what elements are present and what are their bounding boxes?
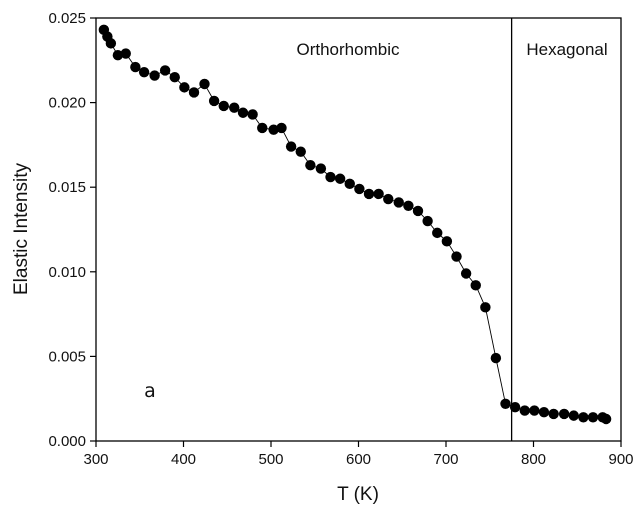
data-point bbox=[130, 61, 141, 73]
x-tick-label: 600 bbox=[346, 451, 371, 468]
data-point bbox=[451, 251, 462, 262]
data-point bbox=[529, 405, 540, 416]
data-point bbox=[179, 82, 190, 93]
panel-label: a bbox=[144, 380, 156, 402]
data-point bbox=[247, 109, 258, 120]
x-tick-label: 300 bbox=[83, 451, 108, 468]
data-point bbox=[373, 188, 384, 200]
data-point bbox=[490, 352, 502, 364]
data-point bbox=[578, 412, 589, 423]
data-point bbox=[519, 405, 530, 416]
data-point bbox=[188, 87, 200, 98]
data-point bbox=[538, 407, 550, 418]
data-point bbox=[169, 72, 180, 83]
data-point bbox=[257, 122, 268, 134]
data-point bbox=[548, 408, 559, 420]
x-tick-label: 500 bbox=[258, 451, 283, 468]
data-point bbox=[268, 124, 279, 135]
data-point bbox=[276, 122, 287, 134]
series-line bbox=[103, 29, 607, 420]
y-tick-label: 0.010 bbox=[48, 264, 86, 281]
hexagonal-label: Hexagonal bbox=[526, 40, 607, 59]
data-point bbox=[315, 163, 327, 174]
data-point bbox=[159, 65, 171, 76]
data-point bbox=[112, 50, 124, 61]
data-point bbox=[120, 48, 131, 59]
data-point bbox=[568, 410, 579, 421]
data-point bbox=[422, 215, 433, 227]
x-tick-label: 400 bbox=[171, 451, 196, 468]
data-point bbox=[403, 200, 414, 212]
data-point bbox=[393, 197, 404, 208]
data-point bbox=[295, 146, 306, 157]
x-axis-title: T (K) bbox=[337, 484, 379, 505]
y-tick-label: 0.000 bbox=[48, 433, 86, 450]
data-point bbox=[470, 280, 481, 291]
data-point bbox=[480, 302, 491, 313]
data-point bbox=[199, 78, 210, 90]
data-point bbox=[363, 188, 375, 200]
data-point bbox=[354, 183, 365, 195]
data-point bbox=[600, 413, 612, 425]
data-point bbox=[412, 205, 424, 217]
data-point bbox=[383, 193, 394, 205]
y-tick-label: 0.005 bbox=[48, 348, 86, 365]
data-point bbox=[305, 160, 316, 171]
data-point bbox=[334, 173, 346, 184]
data-point bbox=[441, 236, 453, 247]
data-point bbox=[218, 100, 229, 112]
data-point bbox=[344, 178, 355, 190]
y-axis-title: Elastic Intensity bbox=[11, 163, 32, 295]
data-point bbox=[500, 398, 511, 409]
x-tick-label: 800 bbox=[521, 451, 546, 468]
data-point bbox=[587, 412, 599, 423]
data-point bbox=[237, 107, 249, 118]
x-tick-label: 900 bbox=[608, 451, 633, 468]
data-point bbox=[285, 141, 297, 152]
data-point bbox=[208, 95, 220, 107]
data-points bbox=[98, 24, 612, 425]
x-axis-ticks: 300 400 500 600 700 800 900 bbox=[83, 441, 634, 468]
data-point bbox=[432, 227, 443, 239]
data-point bbox=[229, 102, 240, 113]
data-point bbox=[558, 408, 570, 420]
y-tick-label: 0.015 bbox=[48, 179, 86, 196]
y-tick-label: 0.020 bbox=[48, 95, 86, 112]
data-point bbox=[509, 401, 521, 413]
data-point bbox=[138, 66, 150, 78]
data-point bbox=[149, 70, 160, 81]
orthorhombic-label: Orthorhombic bbox=[297, 40, 400, 59]
x-tick-label: 700 bbox=[433, 451, 458, 468]
y-axis-ticks: 0.000 0.005 0.010 0.015 0.020 0.025 bbox=[48, 10, 96, 450]
data-point bbox=[460, 268, 472, 279]
data-point bbox=[325, 171, 336, 183]
data-point bbox=[105, 38, 117, 49]
y-tick-label: 0.025 bbox=[48, 10, 86, 27]
